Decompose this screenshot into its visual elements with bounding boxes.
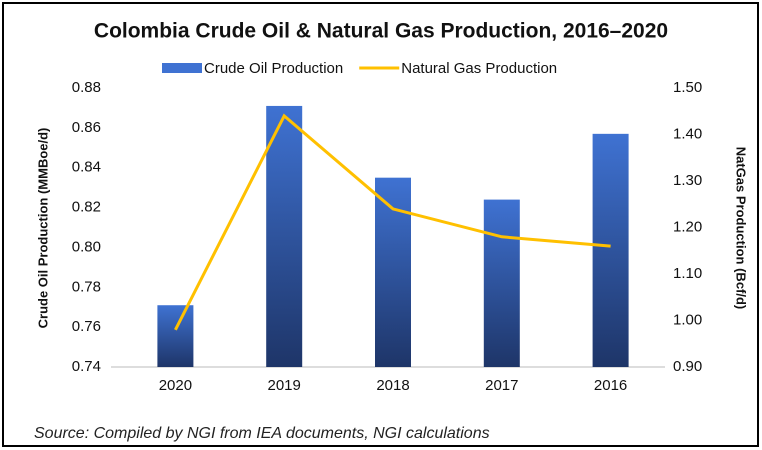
y-tick-label: 0.84 <box>72 159 101 176</box>
x-tick-label: 2017 <box>485 377 518 394</box>
bar <box>375 177 411 367</box>
y2-tick-label: 1.30 <box>673 172 702 189</box>
bar <box>592 133 629 367</box>
y-tick-label: 0.76 <box>72 318 101 335</box>
y-tick-label: 0.88 <box>72 79 101 96</box>
x-tick-label: 2020 <box>159 377 192 394</box>
y2-tick-label: 1.00 <box>673 311 702 328</box>
bar <box>266 105 303 367</box>
chart-title: Colombia Crude Oil & Natural Gas Product… <box>94 20 668 43</box>
y-tick-label: 0.78 <box>72 278 101 295</box>
legend-label: Crude Oil Production <box>204 60 343 77</box>
bar <box>157 305 194 367</box>
x-tick-label: 2016 <box>594 377 627 394</box>
y2-tick-label: 1.40 <box>673 125 702 142</box>
y-tick-label: 0.80 <box>72 238 101 255</box>
line <box>174 113 611 331</box>
y2-tick-label: 1.50 <box>673 79 702 96</box>
y-tick-label: 0.86 <box>72 119 101 136</box>
legend-swatch <box>162 63 202 73</box>
y-tick-label: 0.82 <box>72 199 101 216</box>
x-tick-label: 2018 <box>376 377 409 394</box>
legend-label: Natural Gas Production <box>401 60 557 77</box>
x-tick-label: 2019 <box>268 377 301 394</box>
y2-tick-label: 1.10 <box>673 265 702 282</box>
source-note: Source: Compiled by NGI from IEA documen… <box>34 425 490 442</box>
bar <box>483 199 520 367</box>
y2-axis-title: NatGas Production (Bcf/d) <box>734 147 749 310</box>
y-axis-title: Crude Oil Production (MMBoe/d) <box>35 128 50 329</box>
y2-tick-label: 1.20 <box>673 218 702 235</box>
y2-tick-label: 0.90 <box>673 358 702 375</box>
y-tick-label: 0.74 <box>72 358 101 375</box>
